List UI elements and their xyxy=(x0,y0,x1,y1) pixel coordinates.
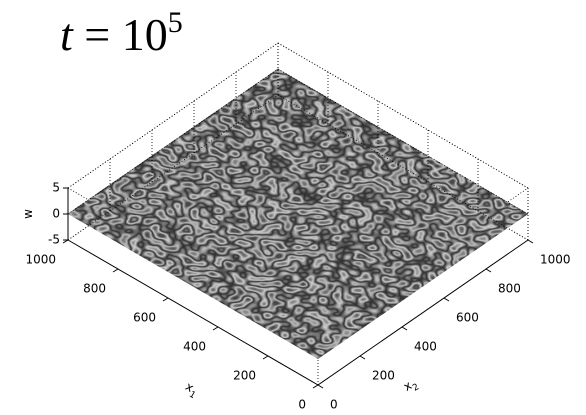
x1-tick xyxy=(312,384,319,389)
x1-tick-label: 0 xyxy=(298,398,306,412)
x2-tick-label: 200 xyxy=(372,369,395,383)
title-base: = 10 xyxy=(84,9,167,60)
w-tick-label: 0 xyxy=(52,207,60,221)
title-exponent: 5 xyxy=(168,6,183,39)
x1-tick-label: 600 xyxy=(133,311,156,325)
x2-tick-label: 1000 xyxy=(540,253,571,267)
surface xyxy=(68,69,529,359)
x2-axis xyxy=(317,239,529,386)
x1-tick-label: 1000 xyxy=(25,253,56,267)
x1-tick xyxy=(112,268,119,273)
title-variable: t xyxy=(60,9,74,60)
w-tick-label: -5 xyxy=(48,233,60,247)
x1-tick xyxy=(262,355,269,360)
grid-line xyxy=(277,94,529,241)
grid-line xyxy=(67,94,279,241)
grid-line xyxy=(277,68,529,215)
x2-tick xyxy=(317,384,324,389)
x2-tick-label: 600 xyxy=(456,311,479,325)
x2-tick xyxy=(401,326,408,331)
surface-texture xyxy=(68,69,529,359)
x2-label-sub: 2 xyxy=(411,382,421,394)
x1-axis xyxy=(67,239,319,386)
grid-line xyxy=(277,42,529,189)
x2-tick-label: 0 xyxy=(330,398,338,412)
x1-tick-label: 800 xyxy=(83,282,106,296)
grid-line xyxy=(67,42,279,189)
x1-label-sub: 1 xyxy=(187,390,197,402)
x1-tick xyxy=(162,297,169,302)
x2-label: x2 xyxy=(401,375,421,397)
grid-line xyxy=(67,68,279,215)
x1-label: x1 xyxy=(181,379,201,401)
x2-tick xyxy=(359,355,366,360)
w-tick-label: 5 xyxy=(52,181,60,195)
x2-tick-label: 800 xyxy=(498,282,521,296)
w-label: w xyxy=(21,209,35,219)
x2-tick-label: 400 xyxy=(414,340,437,354)
x1-tick xyxy=(212,326,219,331)
x2-tick xyxy=(527,239,534,244)
x2-tick xyxy=(485,268,492,273)
x1-tick-label: 200 xyxy=(233,369,256,383)
x2-tick xyxy=(443,297,450,302)
x1-tick-label: 400 xyxy=(183,340,206,354)
chart-title: t = 105 xyxy=(60,6,183,60)
axes: 0 200 400 600 800 1000 0 200 400 600 800 1000 -5 0 5 x1… xyxy=(21,42,571,412)
surface-plane xyxy=(68,69,529,359)
